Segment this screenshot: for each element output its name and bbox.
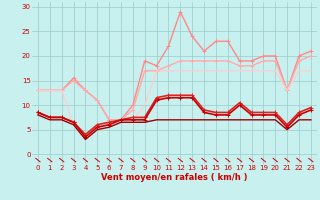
X-axis label: Vent moyen/en rafales ( km/h ): Vent moyen/en rafales ( km/h ) <box>101 173 248 182</box>
